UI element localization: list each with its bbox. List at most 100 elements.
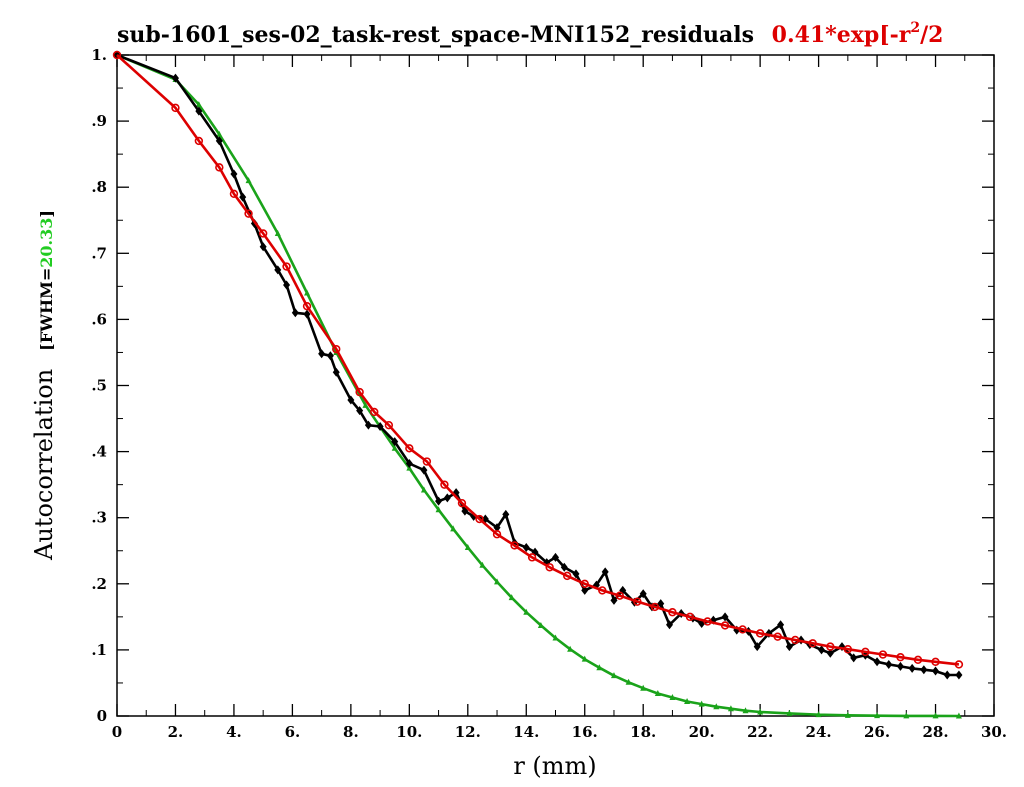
- data-point: [347, 395, 355, 405]
- data-point: [332, 367, 340, 377]
- data-point: [475, 514, 484, 524]
- data-point: [302, 301, 312, 311]
- y-axis-label: Autocorrelation [FWHM=20.33]: [30, 210, 58, 561]
- x-tick-label: 22.: [747, 723, 773, 741]
- data-point: [633, 597, 642, 606]
- data-point: [580, 579, 589, 588]
- y-tick-label: .7: [91, 244, 107, 262]
- data-point: [545, 563, 554, 572]
- x-tick-label: 0: [112, 723, 122, 741]
- x-axis-label: r (mm): [513, 752, 596, 780]
- data-point: [195, 101, 202, 108]
- y-tick-label: .8: [91, 178, 107, 196]
- data-point: [610, 595, 618, 605]
- series-line: [116, 53, 959, 677]
- data-point: [230, 169, 238, 179]
- data-point: [194, 136, 204, 146]
- series-diamond: [113, 50, 963, 680]
- data-point: [773, 632, 782, 641]
- data-point: [508, 594, 515, 601]
- data-point: [873, 657, 881, 667]
- chart-title-fit: 0.41*exp[-r2/2: [772, 20, 944, 48]
- data-point: [896, 652, 905, 662]
- data-point: [494, 578, 501, 585]
- data-point: [479, 561, 486, 568]
- data-point: [391, 437, 399, 447]
- y-tick-label: .3: [91, 509, 107, 527]
- data-point: [791, 635, 800, 645]
- data-point: [640, 684, 647, 691]
- data-point: [738, 625, 747, 634]
- data-point: [274, 229, 281, 236]
- data-point: [639, 589, 647, 599]
- data-point: [908, 663, 916, 673]
- y-tick-label: 0: [97, 707, 107, 725]
- data-point: [510, 541, 519, 550]
- data-point: [405, 444, 414, 453]
- x-tick-label: 14.: [513, 723, 539, 741]
- data-point: [259, 242, 267, 252]
- chart-title-fit-sup: 2: [910, 20, 920, 36]
- data-point: [625, 678, 632, 685]
- data-point: [527, 553, 537, 562]
- data-point: [654, 690, 661, 697]
- data-point: [903, 712, 910, 719]
- data-point: [560, 562, 568, 572]
- series-triangle: [114, 51, 962, 719]
- data-point: [523, 608, 530, 615]
- data-point: [522, 542, 530, 552]
- data-point: [931, 657, 940, 666]
- x-tick-label: 2.: [168, 723, 184, 741]
- y-axis-fwhm-suffix: ]: [37, 210, 56, 218]
- data-point: [669, 693, 676, 700]
- data-point: [362, 401, 369, 408]
- data-point: [443, 493, 451, 503]
- data-point: [943, 670, 951, 680]
- data-point: [753, 642, 761, 652]
- data-point: [755, 629, 765, 638]
- series-line: [116, 53, 959, 718]
- data-point: [721, 612, 729, 622]
- y-tick-label: .6: [91, 310, 107, 328]
- data-point: [493, 523, 501, 533]
- y-tick-label: .1: [91, 641, 107, 659]
- data-point: [562, 571, 572, 581]
- data-point: [685, 612, 695, 622]
- data-point: [920, 665, 928, 675]
- data-point: [698, 700, 705, 707]
- data-point: [291, 308, 299, 318]
- data-point: [850, 653, 858, 663]
- data-point: [913, 655, 923, 665]
- data-point: [303, 309, 311, 319]
- data-point: [598, 586, 607, 595]
- data-point: [826, 642, 835, 651]
- data-point: [777, 620, 785, 630]
- x-tick-label: 18.: [630, 723, 656, 741]
- data-point: [954, 660, 964, 669]
- y-tick-labels: 0 .1 .2 .3 .4 .5 .6 .7 .8 .9 1.: [91, 46, 107, 725]
- data-point: [932, 666, 940, 676]
- data-point: [581, 585, 589, 595]
- data-point: [195, 106, 203, 116]
- data-point: [457, 498, 467, 508]
- x-tick-label: 10.: [396, 723, 422, 741]
- data-point: [274, 265, 282, 275]
- data-point: [703, 617, 712, 626]
- data-point: [376, 421, 384, 431]
- data-point: [615, 591, 625, 600]
- data-point: [112, 50, 122, 60]
- data-point: [171, 73, 179, 83]
- data-point: [785, 642, 793, 652]
- data-point: [552, 634, 559, 641]
- data-point: [283, 280, 291, 290]
- data-point: [786, 709, 793, 716]
- data-point: [757, 708, 764, 715]
- data-point: [537, 621, 544, 628]
- data-point: [422, 457, 432, 466]
- data-point: [215, 163, 224, 172]
- data-point: [713, 703, 720, 710]
- data-point: [356, 406, 364, 416]
- x-tick-label: 20.: [689, 723, 715, 741]
- data-point: [684, 697, 691, 704]
- data-point: [245, 177, 252, 184]
